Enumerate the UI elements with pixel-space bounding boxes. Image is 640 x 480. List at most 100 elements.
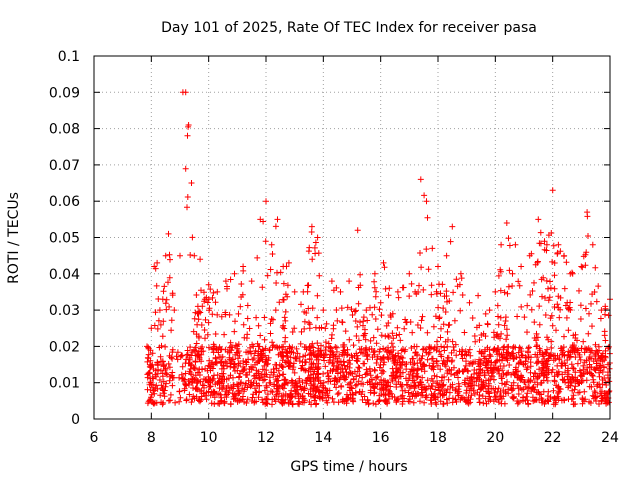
data-point: [449, 384, 456, 391]
data-point: [251, 355, 257, 362]
data-point: [187, 344, 194, 351]
data-point: [585, 330, 592, 337]
data-point: [378, 332, 385, 339]
data-point: [546, 294, 553, 301]
data-point: [475, 382, 482, 389]
data-point: [266, 346, 273, 353]
data-point: [357, 271, 364, 278]
data-point: [444, 343, 451, 350]
data-point: [482, 310, 489, 317]
data-point: [533, 343, 540, 350]
data-point: [382, 384, 389, 391]
data-point: [168, 317, 175, 324]
data-point: [493, 358, 499, 365]
data-point: [184, 204, 190, 211]
data-point-peak: [171, 307, 178, 314]
data-point-peak: [363, 307, 370, 314]
data-point: [163, 296, 170, 303]
data-point-peak: [151, 263, 158, 270]
data-point: [549, 366, 556, 373]
data-point: [263, 395, 270, 402]
data-point: [229, 356, 236, 363]
data-point: [358, 345, 365, 352]
data-point: [536, 391, 543, 397]
data-point: [333, 348, 340, 355]
data-point: [386, 390, 393, 397]
data-point: [358, 391, 365, 398]
data-point: [509, 270, 516, 277]
data-point: [551, 394, 558, 401]
data-point: [362, 336, 369, 343]
data-point: [570, 365, 577, 372]
data-point: [456, 383, 463, 390]
data-point: [290, 349, 297, 356]
data-point: [249, 394, 256, 401]
data-point: [494, 302, 501, 309]
data-point: [495, 321, 502, 328]
data-point: [266, 374, 273, 381]
data-point: [278, 363, 285, 369]
data-point: [220, 383, 227, 389]
data-point: [145, 370, 152, 377]
data-point: [257, 332, 264, 339]
data-point: [393, 399, 400, 406]
data-point: [525, 345, 532, 352]
data-point: [182, 381, 189, 387]
data-point: [216, 344, 223, 351]
data-point: [332, 344, 339, 350]
data-point-peak: [328, 278, 335, 285]
data-point: [555, 390, 562, 396]
data-point: [226, 354, 233, 361]
data-point: [586, 347, 593, 354]
data-point: [235, 388, 242, 395]
data-point-peak: [231, 270, 238, 277]
data-point: [301, 397, 308, 404]
y-axis-label: ROTI / TECUs: [6, 192, 22, 284]
data-point: [560, 349, 566, 356]
y-tick-label: 0.1: [58, 49, 80, 65]
data-point: [385, 320, 392, 326]
data-point: [428, 282, 435, 289]
data-point: [485, 389, 492, 396]
data-point: [284, 282, 291, 289]
data-point: [554, 301, 561, 308]
data-point: [435, 384, 442, 391]
data-point: [226, 387, 233, 394]
data-point: [169, 292, 176, 299]
data-point: [511, 355, 517, 362]
data-point: [589, 291, 596, 298]
data-point: [246, 325, 253, 332]
data-point: [254, 359, 260, 366]
data-point: [154, 325, 161, 332]
data-point: [527, 291, 534, 298]
data-point: [330, 322, 337, 329]
data-point: [542, 295, 548, 301]
data-point-peak: [156, 307, 163, 314]
data-point: [390, 347, 397, 354]
data-point: [144, 386, 151, 393]
y-tick-label: 0: [71, 412, 80, 428]
data-point: [421, 192, 428, 199]
data-point: [234, 345, 241, 352]
data-point-peak: [354, 227, 361, 234]
data-point: [356, 365, 363, 371]
data-point: [393, 381, 400, 388]
data-point: [394, 368, 401, 374]
data-point: [473, 324, 480, 331]
data-point: [330, 353, 337, 360]
data-point: [426, 362, 433, 369]
data-point: [395, 294, 402, 301]
data-point: [290, 382, 297, 389]
data-point-peak: [197, 256, 204, 263]
data-point: [285, 358, 292, 365]
data-point: [576, 354, 583, 360]
data-point-peak: [512, 241, 519, 248]
data-point: [551, 378, 558, 385]
data-point: [316, 272, 323, 279]
data-point: [389, 376, 395, 382]
data-point: [238, 294, 245, 300]
data-point: [523, 393, 530, 400]
data-point: [227, 360, 234, 367]
data-point: [409, 393, 416, 400]
data-point: [157, 353, 164, 360]
